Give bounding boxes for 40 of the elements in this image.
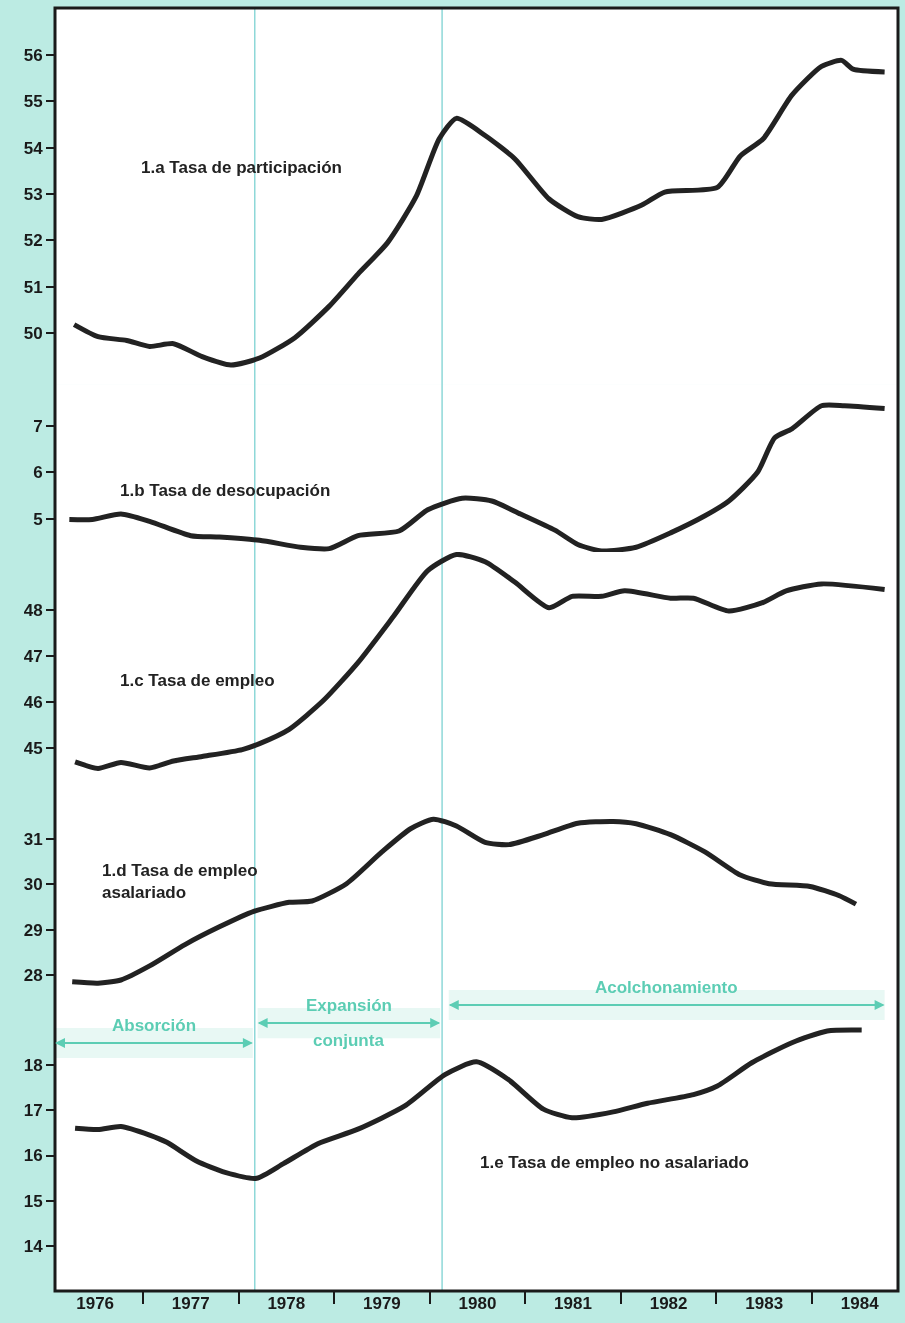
y-tick-label: 50 — [23, 323, 43, 343]
y-tick-label: 28 — [23, 965, 43, 985]
text: 1.e Tasa de empleo no asalariado — [480, 1153, 749, 1172]
y-tick-label: 5 — [33, 509, 43, 529]
band-label: Absorción — [112, 1016, 197, 1035]
x-tick-label: 1977 — [171, 1294, 210, 1313]
y-tick-label: 55 — [23, 92, 43, 112]
y-tick-label: 53 — [23, 184, 43, 204]
y-tick-label: 56 — [23, 45, 43, 65]
y-tick-label: 54 — [23, 138, 44, 158]
y-tick-label: 48 — [23, 600, 43, 620]
x-tick-label: 1978 — [267, 1294, 306, 1313]
x-tick-label: 1984 — [840, 1294, 880, 1313]
y-tick-label: 16 — [23, 1146, 43, 1166]
x-tick-label: 1981 — [554, 1294, 592, 1313]
y-tick-label: 51 — [23, 277, 43, 297]
y-tick-label: 52 — [23, 231, 43, 251]
series-label: 1.d Tasa de empleo asalariado — [102, 861, 258, 903]
y-tick-label: 47 — [23, 646, 43, 666]
y-tick-label: 46 — [23, 692, 43, 712]
x-tick-label: 1979 — [362, 1294, 401, 1313]
y-tick-label: 17 — [23, 1100, 43, 1120]
x-tick-label: 1983 — [745, 1294, 784, 1313]
y-tick-label: 6 — [33, 463, 43, 483]
y-tick-label: 30 — [23, 875, 43, 895]
x-tick-label: 1976 — [76, 1294, 115, 1313]
series-label: 1.b Tasa de desocupación — [120, 481, 331, 500]
band-label: Expansión conjunta — [306, 996, 392, 1050]
y-tick-label: 15 — [23, 1191, 43, 1211]
y-tick-label: 18 — [23, 1055, 43, 1075]
text: 1.a Tasa de participación — [141, 158, 342, 177]
y-tick-label: 31 — [23, 829, 43, 849]
y-tick-label: 14 — [23, 1237, 44, 1257]
y-tick-label: 45 — [23, 738, 43, 758]
band-label: Acolchonamiento — [595, 978, 738, 997]
x-tick-label: 1982 — [649, 1294, 688, 1313]
y-tick-label: 7 — [33, 417, 43, 437]
y-tick-label: 29 — [23, 920, 43, 940]
text: 1.c Tasa de empleo — [120, 671, 275, 690]
x-tick-label: 1980 — [458, 1294, 497, 1313]
